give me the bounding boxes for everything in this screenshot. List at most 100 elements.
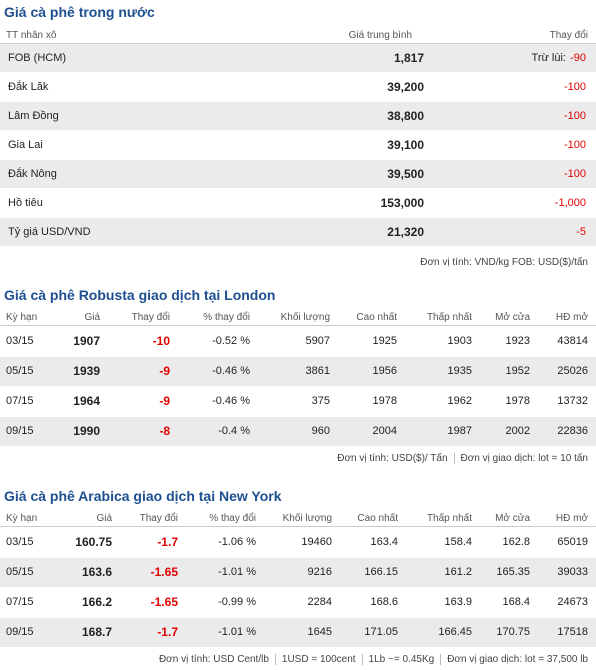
- table-cell: 168.7: [81, 625, 112, 639]
- table-cell: 166.2: [81, 595, 112, 609]
- cell-name: FOB (HCM): [8, 52, 67, 64]
- header-cell: TT nhân xô: [6, 30, 57, 41]
- header-cell: Cao nhất: [357, 513, 398, 524]
- table-cell: -0.99 %: [218, 596, 256, 608]
- table-cell: 2004: [372, 425, 397, 437]
- header-cell: Kỳ hạn: [6, 312, 38, 323]
- cell-price: 38,800: [387, 109, 424, 123]
- table-cell: 09/15: [6, 425, 34, 437]
- table-cell: 09/15: [6, 626, 34, 638]
- divider: [0, 325, 596, 326]
- table-cell: 07/15: [6, 596, 34, 608]
- table-cell: 1903: [447, 335, 472, 347]
- table-cell: -1.65: [150, 595, 178, 609]
- table-row: 07/15 1964 -9 -0.46 % 375 1978 1962 1978 13732: [0, 387, 596, 416]
- table-row: FOB (HCM) 1,817 Trừ lùi: -90: [0, 44, 596, 72]
- table-cell: 166.15: [364, 566, 398, 578]
- header-cell: Thay đổi: [139, 513, 178, 524]
- cell-change: -90: [570, 52, 586, 64]
- section-title: Giá cà phê trong nước: [4, 4, 155, 20]
- table-cell: 163.4: [370, 536, 398, 548]
- footer-part: 1USD = 100cent: [281, 654, 356, 665]
- table-cell: 24673: [557, 596, 588, 608]
- table-cell: -0.4 %: [218, 425, 250, 437]
- cell-price: 39,500: [387, 167, 424, 181]
- cell-name: Lâm Đồng: [8, 110, 59, 122]
- table-cell: 1990: [73, 424, 100, 438]
- cell-price: 21,320: [387, 225, 424, 239]
- section-title: Giá cà phê Robusta giao dịch tại London: [4, 287, 276, 303]
- footer-part: 1Lb ~= 0.45Kg: [368, 654, 435, 665]
- header-cell: Giá trung bình: [348, 30, 412, 41]
- table-row: 07/15 166.2 -1.65 -0.99 % 2284 168.6 163.9 168.…: [0, 588, 596, 617]
- table-cell: 1925: [372, 335, 397, 347]
- header-cell: Thấp nhất: [426, 312, 472, 323]
- table-row: 03/15 160.75 -1.7 -1.06 % 19460 163.4 158.4 162…: [0, 528, 596, 557]
- table-row: 09/15 168.7 -1.7 -1.01 % 1645 171.05 166.45 170…: [0, 618, 596, 647]
- table-cell: 163.6: [81, 565, 112, 579]
- cell-change: -100: [563, 110, 586, 122]
- table-cell: 2002: [505, 425, 530, 437]
- table-cell: 5907: [305, 335, 330, 347]
- cell-name: Đắk Lăk: [8, 81, 49, 93]
- footer-note: Đơn vị tính: VND/kg FOB: USD($)/tấn: [420, 257, 588, 268]
- table-cell: 25026: [557, 365, 588, 377]
- table-cell: 39033: [557, 566, 588, 578]
- table-cell: 171.05: [364, 626, 398, 638]
- table-cell: 161.2: [444, 566, 472, 578]
- table-cell: -0.46 %: [212, 395, 250, 407]
- header-cell: Thay đổi: [131, 312, 170, 323]
- separator: [453, 453, 455, 464]
- cell-name: Gia Lai: [8, 139, 43, 151]
- table-row: Đắk Lăk 39,200 -100: [0, 73, 596, 101]
- header-cell: Giá: [84, 312, 100, 323]
- table-cell: -0.52 %: [212, 335, 250, 347]
- table-cell: -1.01 %: [218, 566, 256, 578]
- header-cell: Thay đổi: [549, 30, 588, 41]
- cell-change: -1,000: [554, 197, 586, 209]
- table-cell: 1645: [307, 626, 332, 638]
- separator: [361, 654, 363, 665]
- cell-name: Tỷ giá USD/VND: [8, 226, 91, 238]
- divider: [0, 526, 596, 527]
- table-row: Lâm Đồng 38,800 -100: [0, 102, 596, 130]
- header-cell: HĐ mở: [555, 312, 588, 323]
- header-cell: Mở cửa: [495, 513, 530, 524]
- table-cell: 1935: [447, 365, 472, 377]
- cell-change-prefix: Trừ lùi:: [531, 52, 566, 64]
- table-cell: 170.75: [496, 626, 530, 638]
- table-cell: 13732: [557, 395, 588, 407]
- header-cell: Mở cửa: [495, 312, 530, 323]
- cell-price: 153,000: [380, 196, 424, 210]
- cell-change: -100: [563, 81, 586, 93]
- table-cell: 1978: [505, 395, 530, 407]
- table-cell: -0.46 %: [212, 365, 250, 377]
- header-cell: Giá: [96, 513, 112, 524]
- table-cell: 960: [311, 425, 330, 437]
- separator: [440, 654, 442, 665]
- cell-name: Đắk Nông: [8, 168, 57, 180]
- table-row: Đắk Nông 39,500 -100: [0, 160, 596, 188]
- table-cell: 168.4: [502, 596, 530, 608]
- footer-part: Đơn vị giao dịch: lot = 10 tấn: [460, 453, 588, 464]
- table-cell: 65019: [557, 536, 588, 548]
- footer-part: Đơn vị tính: USD($)/ Tấn: [337, 453, 448, 464]
- table-cell: 05/15: [6, 365, 34, 377]
- table-row: 09/15 1990 -8 -0.4 % 960 2004 1987 2002 22836: [0, 417, 596, 446]
- table-cell: 162.8: [502, 536, 530, 548]
- divider: [0, 43, 596, 44]
- table-cell: 3861: [305, 365, 330, 377]
- table-cell: -9: [159, 364, 170, 378]
- table-cell: 19460: [301, 536, 332, 548]
- table-cell: 1978: [372, 395, 397, 407]
- table-cell: 17518: [557, 626, 588, 638]
- footer-part: Đơn vị tính: USD Cent/lb: [158, 654, 269, 665]
- cell-price: 1,817: [393, 51, 424, 65]
- table-cell: -1.06 %: [218, 536, 256, 548]
- table-cell: -1.01 %: [218, 626, 256, 638]
- table-cell: -10: [152, 334, 170, 348]
- table-cell: 1956: [372, 365, 397, 377]
- table-row: Hồ tiêu 153,000 -1,000: [0, 189, 596, 217]
- table-cell: 43814: [557, 335, 588, 347]
